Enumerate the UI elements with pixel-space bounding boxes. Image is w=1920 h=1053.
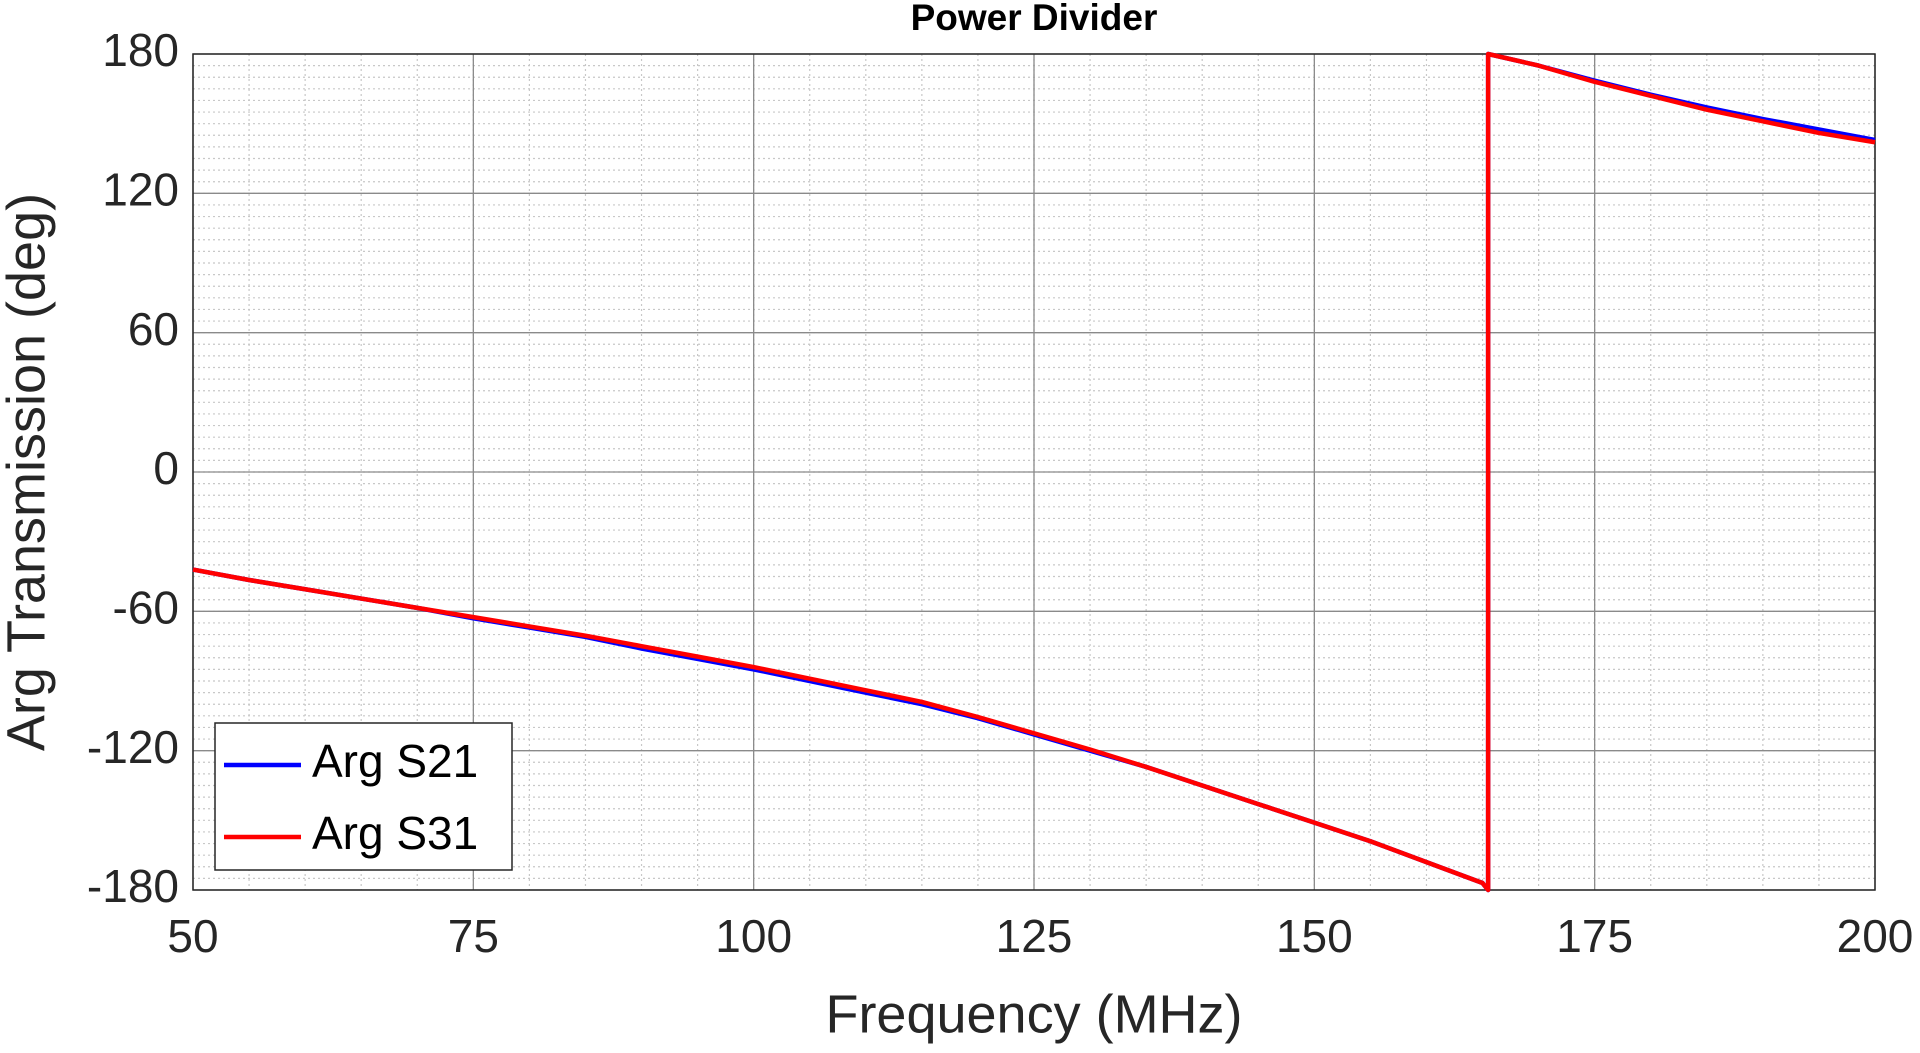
x-tick-label: 125 bbox=[996, 910, 1073, 962]
y-tick-label: 0 bbox=[153, 442, 179, 494]
y-tick-label: 180 bbox=[102, 24, 179, 76]
y-tick-label: -180 bbox=[87, 860, 179, 912]
chart-title: Power Divider bbox=[911, 0, 1158, 38]
x-tick-label: 150 bbox=[1276, 910, 1353, 962]
x-tick-label: 200 bbox=[1837, 910, 1914, 962]
plot-frame bbox=[192, 53, 1876, 891]
y-tick-label: 60 bbox=[128, 303, 179, 355]
legend-label: Arg S31 bbox=[312, 807, 478, 859]
legend-label: Arg S21 bbox=[312, 735, 478, 787]
x-tick-label: 50 bbox=[167, 910, 218, 962]
x-tick-label: 75 bbox=[448, 910, 499, 962]
y-axis-label: Arg Transmission (deg) bbox=[0, 193, 56, 751]
y-tick-label: -60 bbox=[113, 581, 179, 633]
legend: Arg S21 Arg S31 bbox=[214, 722, 513, 871]
y-tick-label: -120 bbox=[87, 721, 179, 773]
y-tick-label: 120 bbox=[102, 163, 179, 215]
x-tick-label: 100 bbox=[715, 910, 792, 962]
legend-box bbox=[214, 722, 513, 871]
x-tick-label: 175 bbox=[1556, 910, 1633, 962]
x-axis-label: Frequency (MHz) bbox=[825, 984, 1242, 1044]
series-line bbox=[192, 51, 1876, 893]
